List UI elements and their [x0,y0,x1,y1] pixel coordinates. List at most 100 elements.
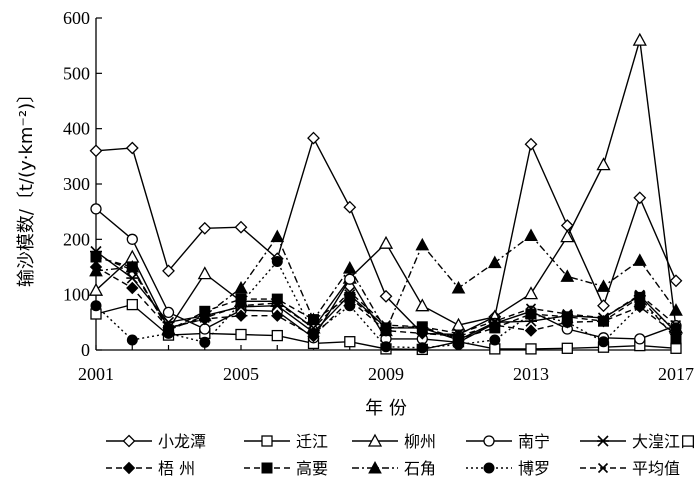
series-lines [95,39,677,351]
series-markers [89,33,683,356]
data-point [524,138,538,151]
legend-item: 小龙潭 [106,432,206,451]
legend-label: 迁江 [296,432,328,451]
data-point [525,343,537,355]
x-tick-label: 2017 [658,364,694,384]
series-line-2 [95,39,677,331]
legend-marker [261,462,273,474]
y-tick-label: 300 [63,174,90,194]
data-point [453,339,464,350]
y-axis-label: 输沙模数/〔t/(y·km⁻²)〕 [16,85,37,287]
data-point [271,329,283,342]
legend-item: 迁江 [244,432,328,451]
y-tick-label: 600 [63,8,90,28]
data-point [126,334,138,346]
data-point [343,261,357,274]
legend-item: 南宁 [466,432,550,451]
legend-label: 平均值 [632,459,680,478]
legend-item: 石角 [352,459,436,478]
legend-item: 梧 州 [106,459,195,478]
data-point [90,300,102,312]
y-tick-label: 0 [81,340,90,360]
data-point [344,273,356,285]
legend-marker [596,435,610,447]
data-point [633,191,646,204]
x-tick-label: 2009 [368,364,404,384]
data-point [126,282,139,294]
data-point [633,33,647,46]
data-point [199,323,211,335]
x-tick-label: 2005 [223,364,259,384]
legend-label: 柳州 [404,432,436,451]
x-tick-label: 2001 [78,364,114,384]
legend-marker [261,435,273,447]
data-point [163,327,174,339]
x-tick-label: 2013 [513,364,549,384]
legend-marker [483,435,495,447]
legend-label: 石角 [404,459,436,478]
data-point [234,281,248,294]
y-tick-label: 100 [63,285,90,305]
y-tick-label: 200 [63,229,90,249]
data-point [670,333,682,345]
legend-item: 柳州 [352,432,436,451]
data-point [597,299,610,312]
legend-label: 大湟江口 [632,432,696,451]
data-point [125,272,140,284]
data-point [344,336,356,348]
data-point [597,279,610,292]
data-point [199,336,211,348]
y-tick-label: 400 [63,119,90,139]
data-point [525,324,537,337]
data-point [489,334,501,346]
data-point [596,157,611,171]
data-point [416,342,428,354]
legend-marker [122,434,136,448]
data-point [561,342,573,354]
legend-item: 平均值 [580,459,680,478]
legend-label: 梧 州 [158,459,195,478]
data-point [126,298,138,311]
data-point [525,308,537,320]
series-line-8 [95,260,677,349]
legend-marker [123,462,135,474]
data-point [344,300,356,312]
data-point [379,236,393,249]
data-point [198,266,212,280]
legend-label: 小龙潭 [158,432,206,451]
data-point [307,131,320,145]
legend-marker [483,462,495,474]
data-point [89,144,103,157]
data-point [126,233,138,245]
data-point [598,336,609,348]
data-point [271,256,283,267]
data-point [126,141,139,155]
data-point [670,342,682,354]
data-point [270,230,284,243]
data-point [380,341,392,353]
data-point [415,238,429,251]
data-point [162,306,175,319]
data-point [235,328,247,341]
legend-label: 博罗 [518,459,550,478]
y-ticks: 0 100 200 300 400 500 600 [63,8,102,360]
data-point [488,256,502,269]
data-point [343,201,356,214]
legend-label: 南宁 [518,432,550,451]
data-point [634,300,646,312]
legend-marker [597,462,609,474]
legend-item: 大湟江口 [580,432,696,451]
data-point [561,316,573,328]
data-point [633,253,647,266]
data-point [669,303,683,316]
legend-label: 高要 [296,459,328,478]
legend-item: 博罗 [466,459,550,478]
legend-item: 高要 [244,459,328,478]
data-point [524,229,538,241]
y-tick-label: 500 [63,63,90,83]
data-point [308,327,319,339]
x-axis-label: 年 份 [365,398,407,419]
data-point [634,333,646,345]
